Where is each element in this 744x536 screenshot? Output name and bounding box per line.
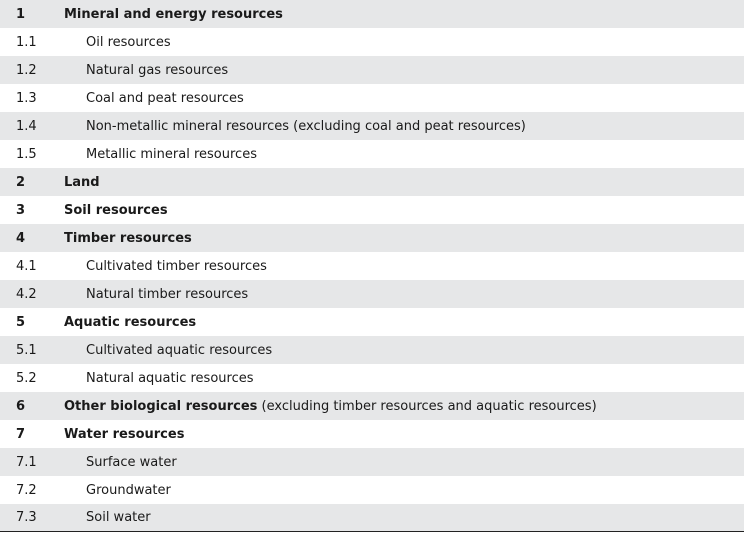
row-code: 7.2 [16,482,37,498]
row-label-text: Metallic mineral resources [86,146,257,162]
row-label: Water resources [64,427,184,442]
table-row: 4.2 Natural timber resources [0,280,744,308]
row-code: 1.2 [16,62,37,78]
row-label-text: Surface water [86,454,177,470]
table-row: 7.2 Groundwater [0,476,744,504]
table-row: 1.1 Oil resources [0,28,744,56]
table-row: 4 Timber resources [0,224,744,252]
row-label-text: Cultivated timber resources [86,258,267,274]
row-label: Timber resources [64,231,192,246]
table-row: 5.2 Natural aquatic resources [0,364,744,392]
row-code: 1.1 [16,34,37,50]
row-label: Coal and peat resources [64,91,244,106]
row-label: Land [64,175,100,190]
row-code: 5.2 [16,370,37,386]
table-row: 7.3 Soil water [0,504,744,532]
table-row: 2 Land [0,168,744,196]
row-label-text: Coal and peat resources [86,90,244,106]
row-label-text: Non-metallic mineral resources (excludin… [86,118,526,134]
row-code: 5.1 [16,342,37,358]
row-code: 1 [16,6,26,22]
row-label-text: Soil water [86,510,151,525]
table-row: 1.4 Non-metallic mineral resources (exclu… [0,112,744,140]
row-label: Surface water [64,455,177,470]
row-label-text: Oil resources [86,34,171,50]
row-label: Metallic mineral resources [64,147,257,162]
row-code: 7 [16,426,26,442]
row-code: 2 [16,174,26,190]
table-row: 4.1 Cultivated timber resources [0,252,744,280]
row-code: 1.4 [16,118,37,134]
row-label-text: Aquatic resources [64,314,197,330]
row-code: 6 [16,398,26,414]
row-label-text: Timber resources [64,230,192,246]
row-label: Natural gas resources [64,63,228,78]
row-label: Mineral and energy resources [64,7,283,22]
table-row: 7 Water resources [0,420,744,448]
row-label-text: Soil resources [64,202,168,218]
row-label-text: Land [64,174,100,190]
row-label: Soil resources [64,203,168,218]
row-code: 4.1 [16,258,37,274]
row-label-text: Natural timber resources [86,286,249,302]
row-label-text: Natural aquatic resources [86,370,254,386]
table-row: 1.5 Metallic mineral resources [0,140,744,168]
table-row: 1 Mineral and energy resources [0,0,744,28]
table-row: 3 Soil resources [0,196,744,224]
row-label: Oil resources [64,35,171,50]
row-label-text: Cultivated aquatic resources [86,342,273,358]
row-label-text: Natural gas resources [86,62,229,78]
row-label: Groundwater [64,483,171,498]
row-code: 7.3 [16,510,37,525]
row-label: Other biological resources (excluding ti… [64,399,597,414]
row-label: Cultivated aquatic resources [64,343,272,358]
row-label: Soil water [64,510,151,525]
row-label-text: Water resources [64,426,185,442]
row-code: 3 [16,202,26,218]
row-code: 5 [16,314,26,330]
row-code: 7.1 [16,454,37,470]
row-label: Non-metallic mineral resources (excludin… [64,119,526,134]
row-label-suffix: (excluding timber resources and aquatic … [257,398,597,414]
row-label: Natural aquatic resources [64,371,254,386]
row-code: 4.2 [16,286,37,302]
row-code: 4 [16,230,26,246]
table-row: 1.2 Natural gas resources [0,56,744,84]
row-label: Cultivated timber resources [64,259,267,274]
table-row: 5.1 Cultivated aquatic resources [0,336,744,364]
row-label-text: Other biological resources [64,398,258,414]
table-row: 5 Aquatic resources [0,308,744,336]
row-label-text: Groundwater [86,482,171,498]
table-row: 1.3 Coal and peat resources [0,84,744,112]
table-row: 7.1 Surface water [0,448,744,476]
row-code: 1.5 [16,146,37,162]
table-row: 6 Other biological resources (excluding t… [0,392,744,420]
row-label-text: Mineral and energy resources [64,6,283,22]
row-label: Natural timber resources [64,287,248,302]
row-code: 1.3 [16,90,37,106]
row-label: Aquatic resources [64,315,196,330]
